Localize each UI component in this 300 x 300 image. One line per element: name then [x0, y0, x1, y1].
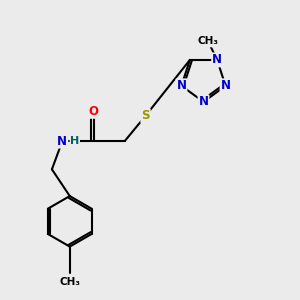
Text: N: N — [199, 95, 208, 108]
Text: H: H — [70, 136, 80, 146]
Text: N: N — [212, 53, 222, 66]
Text: S: S — [141, 109, 150, 122]
Text: O: O — [88, 105, 98, 118]
Text: N: N — [220, 79, 230, 92]
Text: N: N — [57, 135, 67, 148]
Text: CH₃: CH₃ — [198, 37, 219, 46]
Text: CH₃: CH₃ — [59, 277, 80, 287]
Text: N: N — [176, 79, 187, 92]
